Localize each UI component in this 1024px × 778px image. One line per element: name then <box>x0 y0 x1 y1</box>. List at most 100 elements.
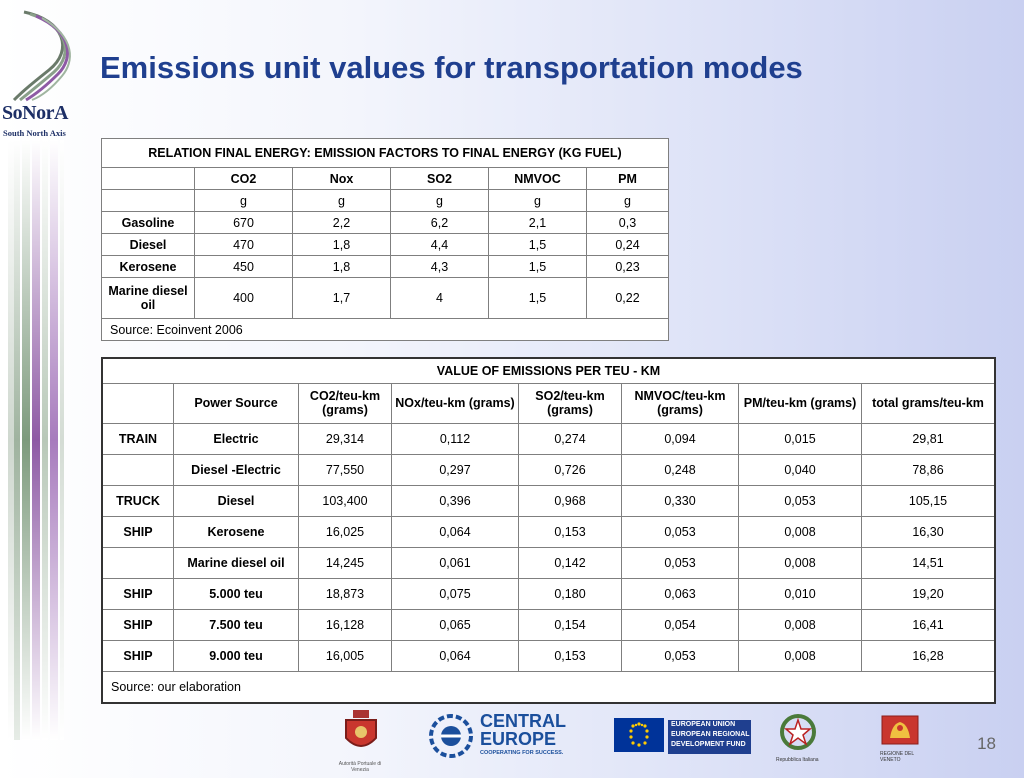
power-source-cell: 9.000 teu <box>173 639 299 672</box>
source-row: Source: our elaboration <box>101 670 996 704</box>
cell: 1,7 <box>292 277 391 319</box>
cell: 1,8 <box>292 233 391 256</box>
table-title-row: RELATION FINAL ENERGY: EMISSION FACTORS … <box>101 138 669 168</box>
cell: 78,86 <box>861 453 996 486</box>
veneto-caption: REGIONE DEL VENETO <box>880 751 914 763</box>
cell: 1,5 <box>488 233 587 256</box>
cell: 0,075 <box>391 577 519 610</box>
power-source-cell: Electric <box>173 422 299 455</box>
column-header-row: CO2 Nox SO2 NMVOC PM <box>101 167 669 190</box>
cell: 2,1 <box>488 211 587 234</box>
cell: 16,28 <box>861 639 996 672</box>
cell: 470 <box>194 233 293 256</box>
cell: 0,054 <box>621 608 739 641</box>
cell: 0,008 <box>738 546 862 579</box>
power-source-cell: 5.000 teu <box>173 577 299 610</box>
cell: 0,180 <box>518 577 622 610</box>
table-row: TRAIN Electric 29,314 0,112 0,274 0,094 … <box>101 422 996 455</box>
mode-cell: SHIP <box>101 515 174 548</box>
column-header: SO2/teu-km (grams) <box>518 382 622 424</box>
source-row: Source: Ecoinvent 2006 <box>101 318 669 341</box>
cell: 0,053 <box>621 546 739 579</box>
cell: 0,094 <box>621 422 739 455</box>
table-row: Diesel -Electric 77,550 0,297 0,726 0,24… <box>101 453 996 486</box>
unit-cell: g <box>488 189 587 212</box>
column-header: NMVOC <box>488 167 587 190</box>
cell: 0,396 <box>391 484 519 517</box>
cell: 0,330 <box>621 484 739 517</box>
row-label: Kerosene <box>101 255 195 278</box>
mode-cell: SHIP <box>101 639 174 672</box>
cell: 0,153 <box>518 515 622 548</box>
power-source-cell: Kerosene <box>173 515 299 548</box>
cell: 14,245 <box>298 546 392 579</box>
mode-cell <box>101 546 174 579</box>
cell: 1,8 <box>292 255 391 278</box>
slide-title: Emissions unit values for transportation… <box>100 50 803 85</box>
logo-title: SoNorA <box>2 102 68 124</box>
column-header: NOx/teu-km (grams) <box>391 382 519 424</box>
cell: 0,154 <box>518 608 622 641</box>
eu-flag-icon <box>614 718 664 752</box>
table-title-row: VALUE OF EMISSIONS PER TEU - KM <box>101 357 996 384</box>
cell: 105,15 <box>861 484 996 517</box>
unit-cell: g <box>390 189 489 212</box>
eu-text-2: EUROPEAN REGIONAL <box>671 731 750 738</box>
power-source-cell: Diesel -Electric <box>173 453 299 486</box>
page-number: 18 <box>977 734 996 753</box>
row-label: Gasoline <box>101 211 195 234</box>
logo-tagline: South North Axis <box>3 128 66 138</box>
cell: 0,064 <box>391 515 519 548</box>
cell: 0,24 <box>586 233 669 256</box>
stars-circle-icon <box>429 714 473 758</box>
cell: 0,968 <box>518 484 622 517</box>
mode-cell <box>101 453 174 486</box>
cell: 14,51 <box>861 546 996 579</box>
table-row: Gasoline 670 2,2 6,2 2,1 0,3 <box>101 211 669 234</box>
cell: 1,5 <box>488 255 587 278</box>
italy-emblem-icon <box>780 714 816 750</box>
veneto-region-logo: REGIONE DEL VENETO <box>880 714 930 764</box>
table-row: Marine diesel oil 14,245 0,061 0,142 0,0… <box>101 546 996 579</box>
cell: 0,040 <box>738 453 862 486</box>
crest-icon <box>345 710 377 747</box>
port-authority-logo: Autorità Portuale di Venezia <box>336 708 396 773</box>
unit-cell: g <box>586 189 669 212</box>
italian-republic-logo: Repubblica Italiana <box>776 712 826 764</box>
power-source-cell: Marine diesel oil <box>173 546 299 579</box>
cell: 103,400 <box>298 484 392 517</box>
cell: 0,053 <box>738 484 862 517</box>
table-row: Kerosene 450 1,8 4,3 1,5 0,23 <box>101 255 669 278</box>
unit-cell: g <box>194 189 293 212</box>
cell: 0,153 <box>518 639 622 672</box>
cell: 4,3 <box>390 255 489 278</box>
footer-logos: Autorità Portuale di Venezia CENTRAL EUR… <box>0 708 1024 773</box>
cell: 16,41 <box>861 608 996 641</box>
table-row: TRUCK Diesel 103,400 0,396 0,968 0,330 0… <box>101 484 996 517</box>
column-header: CO2/teu-km (grams) <box>298 382 392 424</box>
cell: 16,128 <box>298 608 392 641</box>
cell: 0,112 <box>391 422 519 455</box>
cell: 6,2 <box>390 211 489 234</box>
header-empty <box>101 382 174 424</box>
units-empty <box>101 189 195 212</box>
cell: 0,064 <box>391 639 519 672</box>
mode-cell: SHIP <box>101 608 174 641</box>
table-row: SHIP 5.000 teu 18,873 0,075 0,180 0,063 … <box>101 577 996 610</box>
cell: 0,053 <box>621 639 739 672</box>
mode-cell: TRUCK <box>101 484 174 517</box>
table-row: SHIP 7.500 teu 16,128 0,065 0,154 0,054 … <box>101 608 996 641</box>
column-header-row: Power Source CO2/teu-km (grams) NOx/teu-… <box>101 382 996 424</box>
power-source-cell: Diesel <box>173 484 299 517</box>
table-source: Source: our elaboration <box>101 670 996 704</box>
column-header: Nox <box>292 167 391 190</box>
cell: 0,22 <box>586 277 669 319</box>
cell: 0,008 <box>738 639 862 672</box>
power-source-cell: 7.500 teu <box>173 608 299 641</box>
side-stripes <box>8 140 68 740</box>
cell: 29,81 <box>861 422 996 455</box>
eu-text-3: DEVELOPMENT FUND <box>671 741 746 748</box>
lion-icon <box>881 715 919 745</box>
column-header: NMVOC/teu-km (grams) <box>621 382 739 424</box>
table-title: RELATION FINAL ENERGY: EMISSION FACTORS … <box>101 138 669 168</box>
